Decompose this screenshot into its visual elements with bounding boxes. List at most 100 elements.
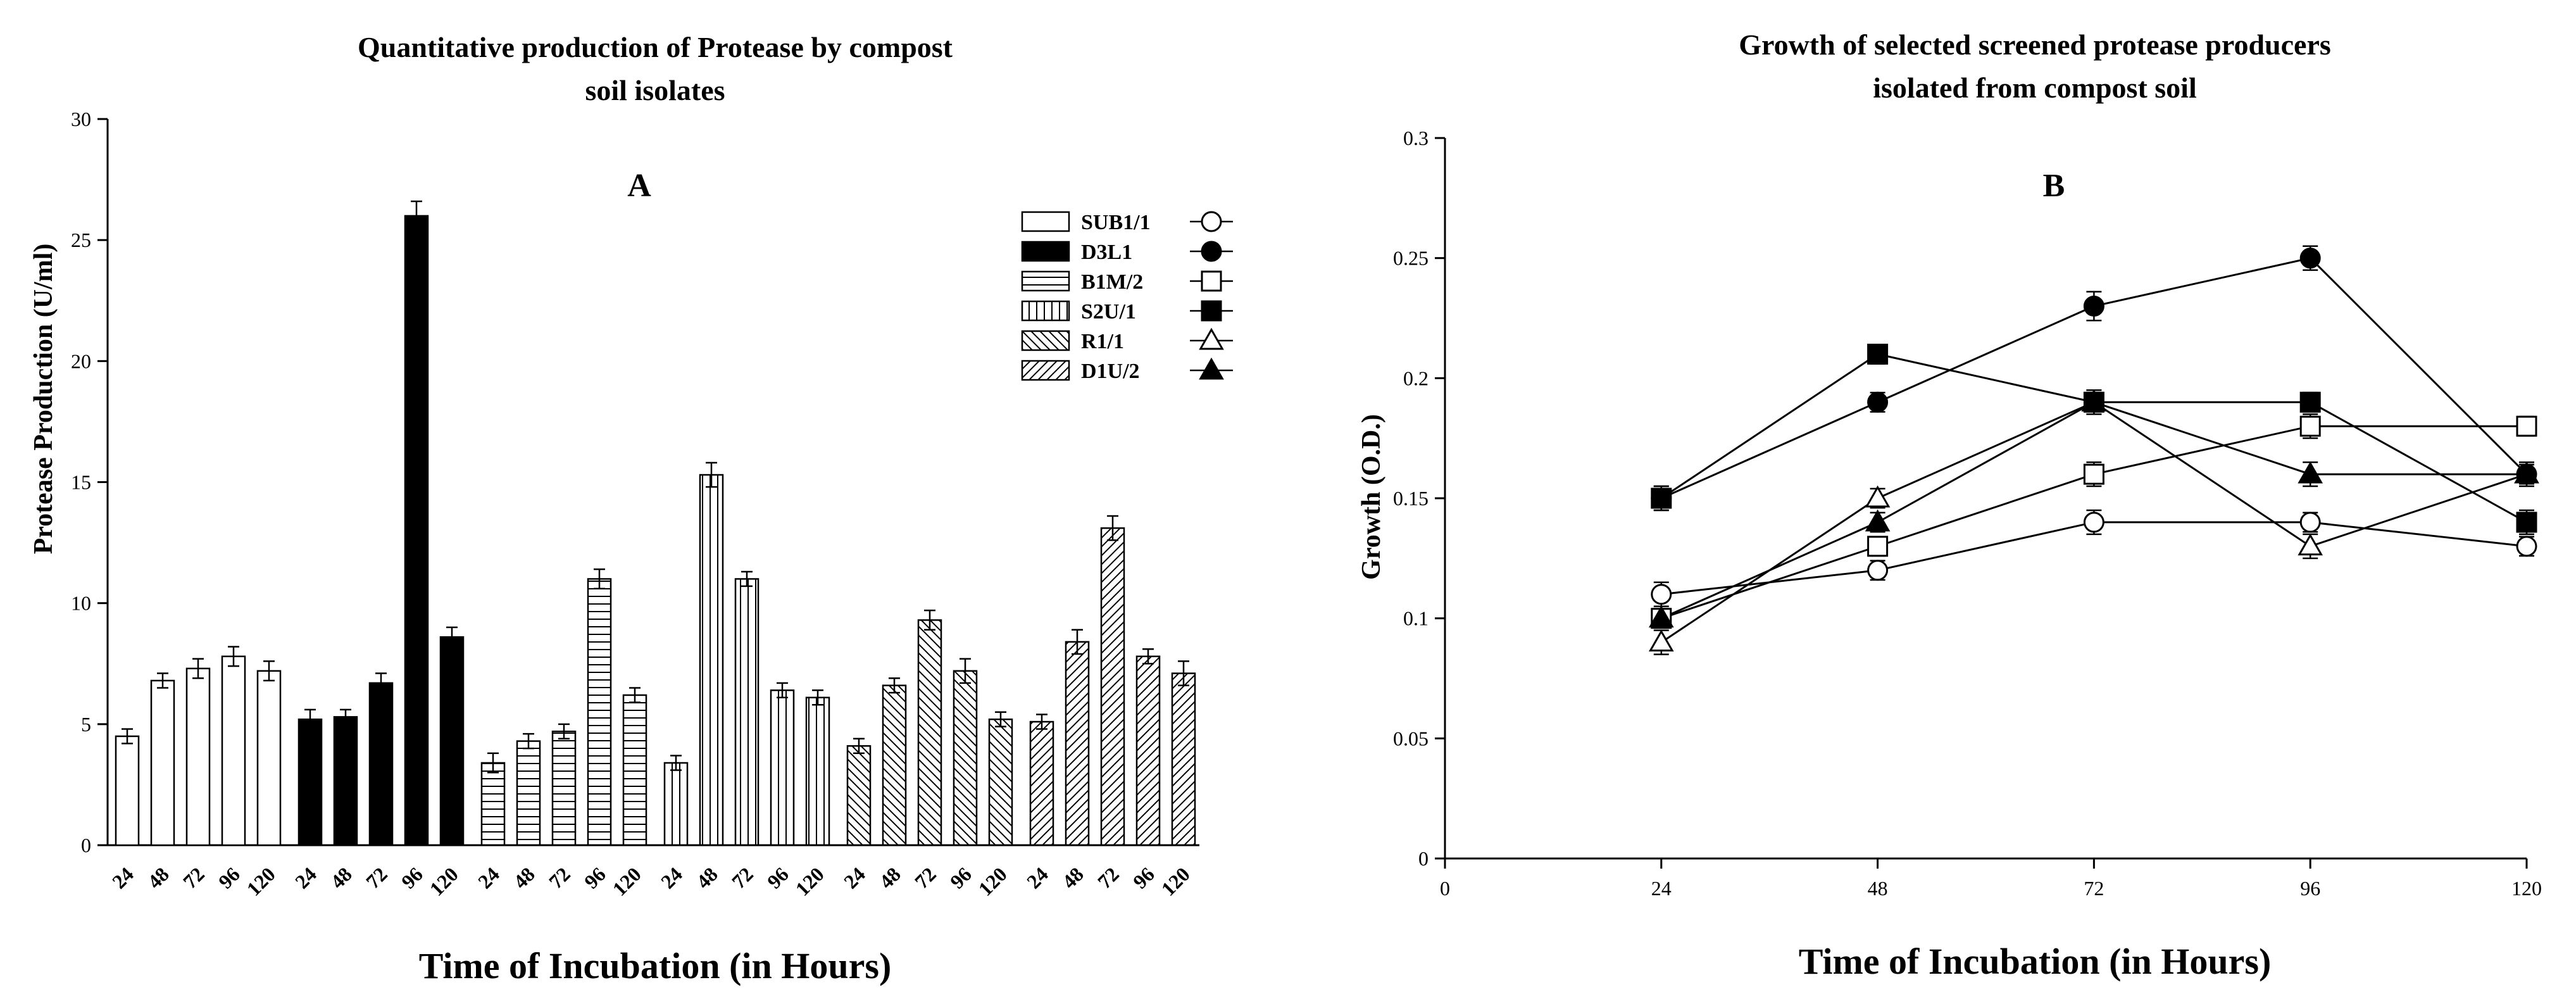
- data-point: [1648, 629, 1674, 652]
- data-point: [2299, 415, 2321, 437]
- data-point: [2299, 512, 2321, 533]
- bar: [115, 735, 140, 846]
- chart-a-xtick-label: 96: [946, 862, 976, 893]
- chart-b-xtick-label: 96: [2300, 877, 2320, 900]
- chart-a-xtick-label: 24: [656, 862, 687, 893]
- chart-b-title-line2: isolated from compost soil: [1873, 72, 2197, 104]
- chart-a-xtick-label: 48: [1058, 862, 1088, 893]
- chart-a-xtick-label: 72: [727, 862, 758, 893]
- chart-a-xtick-label: 120: [425, 862, 463, 900]
- data-point: [2083, 296, 2104, 317]
- bar: [917, 619, 942, 846]
- legend-swatch: [1021, 270, 1070, 292]
- bar: [221, 655, 246, 846]
- chart-a-axes: 0 5 10 15 20 25 30: [71, 108, 1199, 857]
- data-point: [1867, 560, 1889, 581]
- chart-b-title-line1: Growth of selected screened protease pro…: [1739, 28, 2331, 61]
- chart-a-ytick-label: 0: [81, 834, 91, 857]
- data-point: [1867, 391, 1889, 413]
- bar: [770, 689, 795, 846]
- data-point: [2083, 463, 2104, 485]
- chart-b-ylabel: Growth (O.D.): [1357, 414, 1386, 580]
- legend-marker: [1201, 270, 1222, 292]
- data-point: [1867, 536, 1889, 557]
- chart-b-ytick-label: 0.3: [1403, 127, 1429, 149]
- chart-a-xtick-label: 96: [1129, 862, 1159, 893]
- chart-a-xtick-label: 48: [875, 862, 905, 893]
- chart-a-ylabel: Protease Production (U/ml): [29, 244, 58, 555]
- legend-label: D1U/2: [1081, 360, 1140, 383]
- bar: [185, 667, 211, 846]
- bar: [1135, 655, 1161, 846]
- chart-b-ytick-label: 0.05: [1393, 727, 1429, 750]
- chart-b: Growth of selected screened protease pro…: [1357, 28, 2542, 982]
- chart-b-ytick-label: 0.1: [1403, 607, 1429, 630]
- series-line: [1660, 353, 2527, 524]
- bar: [734, 578, 760, 846]
- bar: [587, 578, 612, 846]
- legend-marker: [1201, 211, 1222, 232]
- data-point: [2299, 391, 2321, 413]
- chart-a-ytick-label: 5: [81, 713, 91, 736]
- chart-a-xtick-label: 72: [178, 862, 209, 893]
- bar: [439, 636, 465, 846]
- data-point: [1651, 487, 1672, 509]
- chart-b-xtick-label: 0: [1440, 877, 1450, 900]
- bar: [150, 679, 175, 846]
- chart-a-xtick-label: 72: [910, 862, 941, 893]
- chart-b-xlabel: Time of Incubation (in Hours): [1799, 941, 2272, 982]
- chart-a-ytick-label: 25: [71, 229, 91, 251]
- bar: [516, 740, 541, 846]
- legend-label: R1/1: [1081, 330, 1124, 353]
- chart-b-panel-letter: B: [2043, 168, 2065, 204]
- chart-a-xtick-label: 96: [580, 862, 610, 893]
- chart-a-xtick-label: 48: [692, 862, 722, 893]
- chart-b-ytick-label: 0: [1418, 847, 1429, 870]
- legend-swatch: [1021, 241, 1070, 262]
- chart-a-xtick-label: 24: [473, 862, 504, 893]
- bar: [663, 762, 689, 846]
- chart-b-lines: [1648, 245, 2539, 655]
- chart-a-xlabel: Time of Incubation (in Hours): [419, 945, 892, 986]
- data-point: [1865, 509, 1891, 532]
- chart-a-xtick-label: 120: [242, 862, 280, 900]
- data-point: [2299, 248, 2321, 269]
- bar: [699, 474, 724, 846]
- chart-a-xtick-label: 72: [361, 862, 392, 893]
- chart-a-ytick-label: 10: [71, 592, 91, 615]
- chart-a-ytick-label: 30: [71, 108, 91, 130]
- legend-label: S2U/1: [1081, 300, 1136, 324]
- chart-b-xtick-label: 24: [1651, 877, 1672, 900]
- chart-a-title-line1: Quantitative production of Protease by c…: [358, 31, 953, 63]
- bar: [1100, 527, 1125, 846]
- data-point: [2083, 512, 2104, 533]
- chart-a-ytick-label: 20: [71, 349, 91, 372]
- legend-marker: [1199, 327, 1224, 350]
- chart-a-legend: SUB1/1 D3L1 B1M/2 S2U/1 R1/1 D1U/2: [1021, 211, 1233, 383]
- chart-a-xtick-label: 72: [544, 862, 575, 893]
- chart-a-xtick-label: 120: [608, 862, 646, 900]
- legend-swatch: [1021, 360, 1070, 381]
- chart-a-xtick-label: 24: [839, 862, 870, 893]
- legend-marker: [1199, 357, 1224, 380]
- legend-swatch: [1021, 300, 1070, 322]
- chart-a-xtick-label: 96: [763, 862, 793, 893]
- legend-label: B1M/2: [1081, 270, 1143, 294]
- chart-a-xtick-label: 120: [1157, 862, 1194, 900]
- bar: [953, 670, 978, 846]
- bar: [551, 731, 577, 846]
- chart-a-xtick-label: 48: [326, 862, 356, 893]
- chart-b-ytick-label: 0.2: [1403, 367, 1429, 389]
- bar: [404, 215, 429, 846]
- bar: [368, 682, 394, 846]
- chart-b-xtick-label: 48: [1868, 877, 1888, 900]
- chart-a-xtick-label: 24: [1022, 862, 1053, 893]
- data-point: [1865, 485, 1891, 508]
- chart-a-xtick-label: 120: [974, 862, 1011, 900]
- data-point: [2516, 536, 2537, 557]
- chart-a-xtick-label: 96: [214, 862, 244, 893]
- chart-b-ytick-label: 0.25: [1393, 247, 1429, 270]
- chart-b-xtick-label: 120: [2511, 877, 2542, 900]
- chart-a-xtick-label: 24: [108, 862, 138, 893]
- chart-b-ytick-label: 0.15: [1393, 487, 1429, 510]
